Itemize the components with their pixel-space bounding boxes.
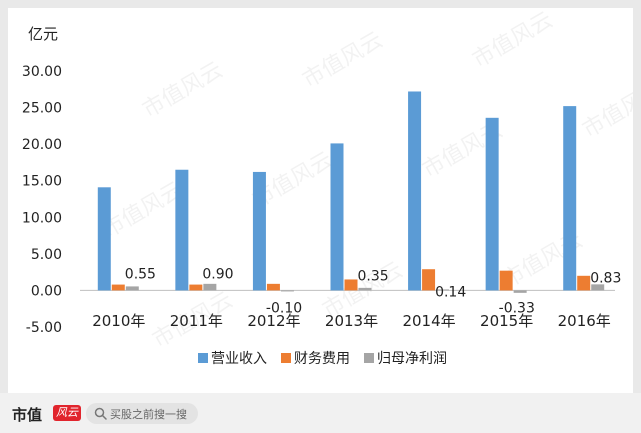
legend-swatch-2 [364, 353, 374, 363]
bar-1-3 [344, 279, 358, 291]
legend-swatch-1 [281, 353, 291, 363]
bar-1-4 [422, 269, 436, 291]
bar-0-6 [563, 106, 577, 291]
data-label: 0.83 [590, 270, 621, 286]
brand-logo-mark: 风云 [53, 405, 81, 421]
x-tick-label: 2016年 [558, 312, 611, 330]
bar-0-3 [330, 143, 344, 291]
bar-2-2 [280, 290, 294, 292]
bar-0-2 [252, 171, 266, 291]
legend-label-2: 归母净利润 [377, 350, 447, 367]
bar-0-1 [175, 169, 189, 291]
chart-card: 市值风云 市值风云 市值风云 市值风云 市值风云 市值风云 市值风云 市值风云 市值风云 市值风云… [8, 8, 633, 393]
y-tick-label: 30.00 [22, 64, 62, 80]
data-label: 0.35 [358, 268, 389, 284]
data-label: -0.33 [499, 300, 535, 316]
x-tick-label: 2010年 [92, 312, 145, 330]
y-tick-label: -5.00 [26, 320, 62, 336]
watermark-text: 市值风云 [299, 28, 388, 94]
watermark-text: 市值风云 [99, 178, 188, 244]
x-tick-label: 2012年 [247, 312, 300, 330]
bar-1-0 [111, 284, 125, 291]
search-placeholder: 买股之前搜一搜 [110, 408, 187, 421]
bar-2-0 [125, 286, 139, 291]
y-tick-label: 25.00 [22, 101, 62, 117]
x-tick-label: 2013年 [325, 312, 378, 330]
watermark-text: 市值风云 [139, 58, 228, 124]
data-label: 0.55 [125, 266, 156, 282]
bar-2-3 [358, 287, 372, 291]
search-box[interactable]: 买股之前搜一搜 [86, 403, 198, 424]
bar-2-4 [436, 289, 450, 291]
data-label: 0.90 [202, 266, 233, 282]
data-label: 0.14 [435, 284, 466, 300]
bar-2-6 [591, 284, 605, 291]
bar-0-5 [485, 117, 499, 291]
watermark-text: 市值风云 [469, 8, 558, 73]
y-tick-label: 20.00 [22, 137, 62, 153]
legend-swatch-0 [198, 353, 208, 363]
bar-1-6 [577, 275, 591, 291]
legend-label-0: 营业收入 [211, 351, 267, 367]
x-tick-label: 2014年 [402, 312, 455, 330]
data-label: -0.10 [266, 300, 302, 316]
bar-2-5 [513, 290, 527, 293]
y-tick-label: 15.00 [22, 174, 62, 190]
bar-0-0 [97, 187, 111, 291]
brand-logo-text: 市值 [12, 406, 43, 424]
search-icon [94, 407, 107, 420]
footer-bar: 市值 风云 买股之前搜一搜 [0, 393, 641, 433]
watermark-text: 市值风云 [579, 78, 634, 144]
x-tick-label: 2015年 [480, 312, 533, 330]
legend-label-1: 财务费用 [294, 351, 350, 367]
bar-1-2 [266, 283, 280, 291]
bar-1-1 [189, 284, 203, 291]
y-tick-label: 10.00 [22, 210, 62, 226]
bar-2-1 [203, 283, 217, 291]
bar-1-5 [499, 270, 513, 291]
bar-0-4 [408, 91, 422, 291]
x-tick-label: 2011年 [170, 312, 223, 330]
y-tick-label: 5.00 [31, 247, 62, 263]
y-tick-label: 0.00 [31, 283, 62, 299]
y-axis-unit-label: 亿元 [28, 25, 58, 43]
